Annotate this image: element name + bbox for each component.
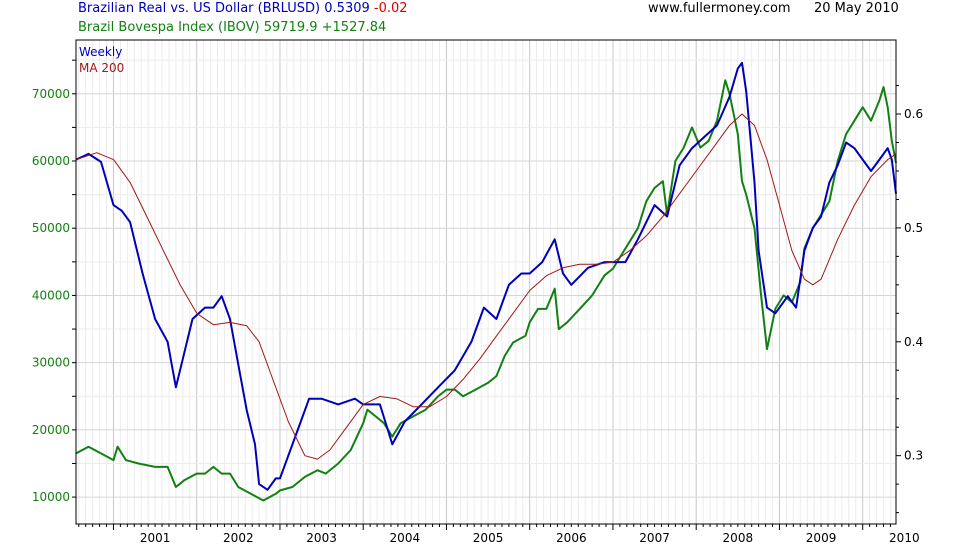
- x-tick-label: 2004: [390, 531, 421, 545]
- website-label: www.fullermoney.com: [648, 1, 791, 16]
- y-right-tick-label: 0.5: [904, 221, 923, 235]
- date-label: 20 May 2010: [814, 1, 899, 16]
- brl-title: Brazilian Real vs. US Dollar (BRLUSD): [78, 1, 321, 16]
- y-right-tick-label: 0.6: [904, 107, 923, 121]
- legend-ma200: MA 200: [79, 61, 124, 75]
- y-left-tick-label: 60000: [32, 154, 70, 168]
- ibov-change: +1527.84: [321, 20, 387, 35]
- ibov-title-line: Brazil Bovespa Index (IBOV) 59719.9 +152…: [78, 20, 386, 35]
- brl-line: [75, 61, 897, 491]
- ibov-line: [75, 79, 897, 502]
- y-left-tick-label: 20000: [32, 423, 70, 437]
- y-right-tick-label: 0.3: [904, 449, 923, 463]
- ibov-value: 59719.9: [263, 20, 318, 35]
- legend-weekly: Weekly: [79, 45, 122, 59]
- y-left-tick-label: 70000: [32, 87, 70, 101]
- brl-title-line: Brazilian Real vs. US Dollar (BRLUSD) 0.…: [78, 1, 408, 16]
- y-left-tick-label: 10000: [32, 490, 70, 504]
- x-tick-label: 2002: [223, 531, 254, 545]
- ibov-title: Brazil Bovespa Index (IBOV): [78, 20, 260, 35]
- x-tick-label: 2008: [723, 531, 754, 545]
- x-tick-label: 2001: [140, 531, 171, 545]
- grid: [76, 40, 896, 524]
- plot-frame: [75, 39, 897, 525]
- x-tick-label: 2009: [806, 531, 837, 545]
- x-tick-label: 2006: [556, 531, 587, 545]
- x-tick-label: 2005: [473, 531, 504, 545]
- ticks: 2001 2002 2003 2004 2005 2006 2007 2008 2009 2010…: [32, 59, 923, 545]
- y-left-tick-label: 50000: [32, 221, 70, 235]
- x-tick-label: 2003: [306, 531, 337, 545]
- x-tick-label: 2010: [889, 531, 920, 545]
- y-right-tick-label: 0.4: [904, 335, 923, 349]
- series-layer: [75, 61, 897, 502]
- brl-value: 0.5309: [324, 1, 370, 16]
- x-tick-label: 2007: [639, 531, 670, 545]
- y-left-tick-label: 30000: [32, 356, 70, 370]
- y-left-tick-label: 40000: [32, 288, 70, 302]
- brl-change: -0.02: [373, 1, 408, 16]
- ma200-line: [75, 113, 897, 460]
